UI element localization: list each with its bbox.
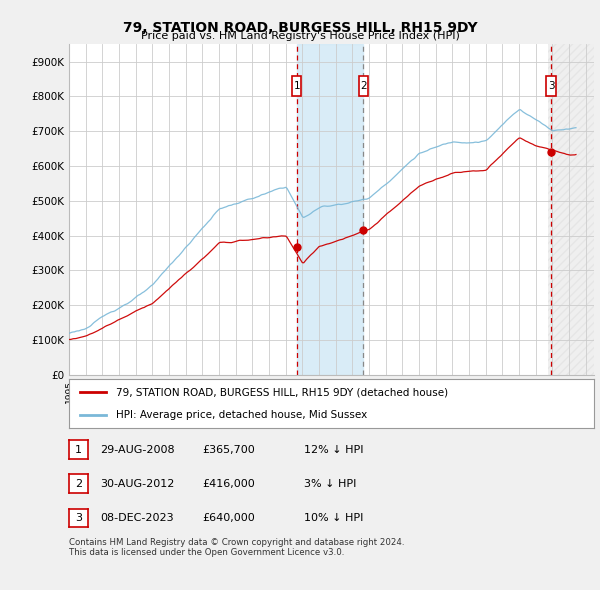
Text: 30-AUG-2012: 30-AUG-2012 bbox=[100, 479, 175, 489]
Text: 29-AUG-2008: 29-AUG-2008 bbox=[100, 445, 175, 454]
Text: 10% ↓ HPI: 10% ↓ HPI bbox=[304, 513, 364, 523]
Text: 1: 1 bbox=[293, 81, 300, 91]
Text: £365,700: £365,700 bbox=[202, 445, 255, 454]
Text: 79, STATION ROAD, BURGESS HILL, RH15 9DY (detached house): 79, STATION ROAD, BURGESS HILL, RH15 9DY… bbox=[116, 388, 448, 398]
Text: £640,000: £640,000 bbox=[202, 513, 255, 523]
Bar bbox=[548, 44, 594, 375]
Text: 3: 3 bbox=[75, 513, 82, 523]
Text: £416,000: £416,000 bbox=[202, 479, 255, 489]
Text: HPI: Average price, detached house, Mid Sussex: HPI: Average price, detached house, Mid … bbox=[116, 409, 367, 419]
Text: Price paid vs. HM Land Registry's House Price Index (HPI): Price paid vs. HM Land Registry's House … bbox=[140, 31, 460, 41]
Text: 79, STATION ROAD, BURGESS HILL, RH15 9DY: 79, STATION ROAD, BURGESS HILL, RH15 9DY bbox=[122, 21, 478, 35]
FancyBboxPatch shape bbox=[547, 76, 556, 96]
Text: 3: 3 bbox=[548, 81, 554, 91]
FancyBboxPatch shape bbox=[292, 76, 301, 96]
FancyBboxPatch shape bbox=[359, 76, 368, 96]
Text: 1: 1 bbox=[75, 445, 82, 454]
Text: 2: 2 bbox=[75, 479, 82, 489]
Bar bbox=[296, 44, 364, 375]
Text: 2: 2 bbox=[360, 81, 367, 91]
Text: 3% ↓ HPI: 3% ↓ HPI bbox=[304, 479, 356, 489]
Text: Contains HM Land Registry data © Crown copyright and database right 2024.
This d: Contains HM Land Registry data © Crown c… bbox=[69, 538, 404, 558]
Text: 08-DEC-2023: 08-DEC-2023 bbox=[100, 513, 174, 523]
Text: 12% ↓ HPI: 12% ↓ HPI bbox=[304, 445, 364, 454]
